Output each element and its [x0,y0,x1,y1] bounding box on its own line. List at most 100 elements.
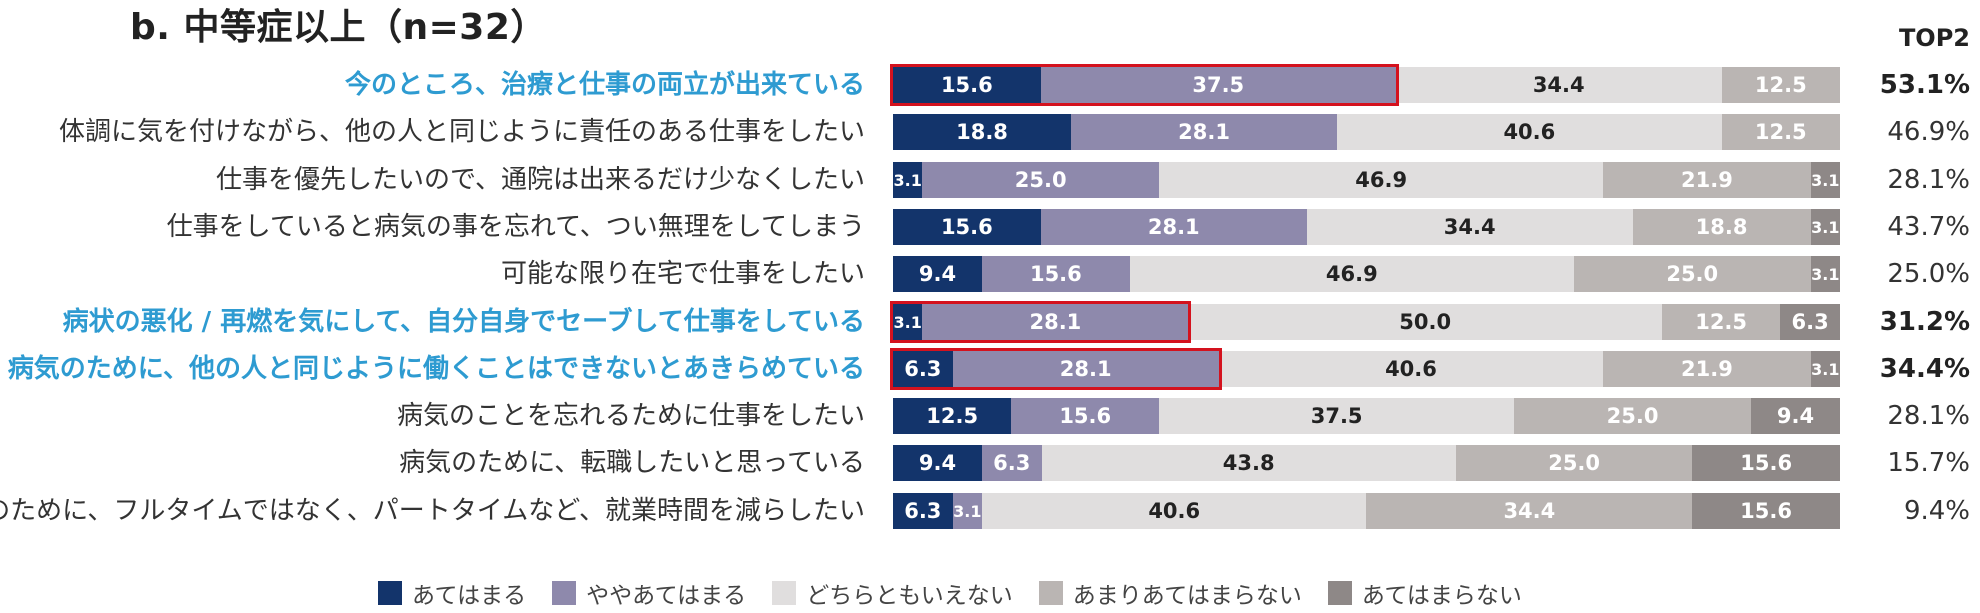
data-label: 3.1 [1811,170,1840,190]
data-label: 18.8 [1695,215,1748,239]
bar-segment: 25.0 [1455,445,1693,481]
data-label: 40.6 [1148,499,1201,523]
bar-segment: 12.5 [1661,304,1781,340]
data-label: 25.0 [1014,168,1067,192]
bar-segment: 50.0 [1188,304,1662,340]
bar-segment: 3.1 [952,493,982,529]
data-label: 6.3 [904,499,942,523]
top2-value: 53.1% [1879,70,1970,100]
bar-segment: 34.4 [1395,67,1722,103]
category-label: 仕事をしていると病気の事を忘れて、つい無理をしてしまう [166,212,865,242]
bar-segment: 18.8 [893,114,1072,150]
category-label: 病気のために、転職したいと思っている [399,448,865,478]
data-label: 15.6 [1740,499,1792,523]
bar-segment: 15.6 [893,209,1041,245]
data-label: 34.4 [1503,499,1556,523]
bar-segment: 28.1 [1071,114,1338,150]
bar-segment: 25.0 [1514,398,1751,434]
legend-swatch [378,581,402,605]
data-label: 15.6 [940,215,993,239]
bar-segment: 3.1 [893,304,923,340]
bar-segment: 6.3 [893,493,953,529]
bar-segment: 18.8 [1632,209,1811,245]
data-label: 18.8 [956,120,1008,144]
data-label: 34.4 [1443,215,1496,239]
legend-label: あてはまる [412,583,527,609]
data-label: 28.1 [1029,310,1082,334]
stacked-bar: 15.6 28.1 34.4 18.8 3.1 [893,209,1840,245]
bar-segment: 28.1 [1040,209,1307,245]
category-label: 可能な限り在宅で仕事をしたい [500,259,865,289]
top2-value: 28.1% [1887,165,1970,195]
bar-segment: 25.0 [1573,256,1811,292]
data-label: 3.1 [1811,264,1840,284]
bar-segment: 9.4 [893,445,982,481]
bar-segment: 3.1 [893,162,923,198]
data-label: 3.1 [1811,359,1840,379]
bar-segment: 40.6 [1337,114,1722,150]
bar-segment: 12.5 [893,398,1012,434]
bar-segment: 15.6 [1692,445,1840,481]
data-label: 15.6 [1740,451,1793,475]
bar-segment: 6.3 [1780,304,1840,340]
bar-segment: 21.9 [1603,162,1811,198]
bar-segment: 6.3 [893,351,953,387]
top2-value: 9.4% [1903,496,1970,526]
data-label: 12.5 [1754,120,1807,144]
data-label: 15.6 [940,73,993,97]
bar-segment: 37.5 [1040,67,1396,103]
bar-segment: 25.0 [922,162,1160,198]
data-label: 3.1 [893,170,922,190]
legend-label: あてはまらない [1361,583,1522,609]
legend-swatch [1327,581,1352,605]
data-label: 12.5 [926,404,979,428]
stacked-bar: 9.4 6.3 43.8 25.0 15.6 [893,445,1840,481]
top2-value: 31.2% [1879,307,1970,337]
data-label: 15.6 [1059,404,1112,428]
bar-segment: 12.5 [1721,114,1840,150]
category-label: 病気のために、他の人と同じように働くことはできないとあきらめている [7,354,865,384]
bar-segment: 34.4 [1306,209,1633,245]
data-label: 28.1 [1147,215,1200,239]
data-label: 9.4 [1776,404,1815,428]
data-label: 6.3 [993,451,1031,475]
data-label: 21.9 [1681,168,1733,192]
stacked-bar: 6.3 28.1 40.6 21.9 3.1 [893,351,1840,387]
stacked-bar: 3.1 28.1 50.0 12.5 6.3 [893,304,1840,340]
legend-swatch [1038,581,1063,605]
category-label: 病状の悪化 / 再燃を気にして、自分自身でセーブして仕事をしている [62,307,865,337]
data-label: 28.1 [1059,357,1112,381]
data-label: 3.1 [1811,217,1840,237]
category-label: 病気のために、フルタイムではなく、パートタイムなど、就業時間を減らしたい [0,496,865,526]
category-label: 仕事を優先したいので、通院は出来るだけ少なくしたい [216,165,865,195]
bar-segment: 3.1 [1810,162,1840,198]
data-label: 50.0 [1399,310,1452,334]
stacked-bar: 15.6 37.5 34.4 12.5 [893,67,1840,103]
bar-segment: 34.4 [1366,493,1693,529]
stacked-bar: 3.1 25.0 46.9 21.9 3.1 [893,162,1840,198]
top2-value: 28.1% [1887,401,1970,431]
data-label: 9.4 [918,262,957,286]
legend-swatch [552,581,577,605]
legend-label: ややあてはまる [586,583,747,609]
top2-value: 25.0% [1887,259,1970,289]
data-label: 3.1 [893,312,922,332]
top2-value: 43.7% [1887,212,1970,242]
legend-swatch [772,581,797,605]
stacked-bar: 9.4 15.6 46.9 25.0 3.1 [893,256,1840,292]
data-label: 34.4 [1532,73,1585,97]
legend-label: あまりあてはまらない [1072,583,1302,609]
data-label: 21.9 [1681,357,1733,381]
bar-segment: 15.6 [982,256,1130,292]
bar-segment: 28.1 [952,351,1219,387]
data-label: 6.3 [1791,310,1829,334]
data-label: 25.0 [1666,262,1719,286]
data-label: 28.1 [1178,120,1230,144]
stacked-bar: 6.3 3.1 40.6 34.4 15.6 [893,493,1840,529]
top2-value: 15.7% [1887,448,1970,478]
data-label: 46.9 [1355,168,1408,192]
bar-segment: 3.1 [1810,256,1840,292]
stacked-bar: 18.8 28.1 40.6 12.5 [893,114,1840,150]
stacked-bar: 12.5 15.6 37.5 25.0 9.4 [893,398,1840,434]
category-label: 今のところ、治療と仕事の両立が出来ている [344,70,865,100]
